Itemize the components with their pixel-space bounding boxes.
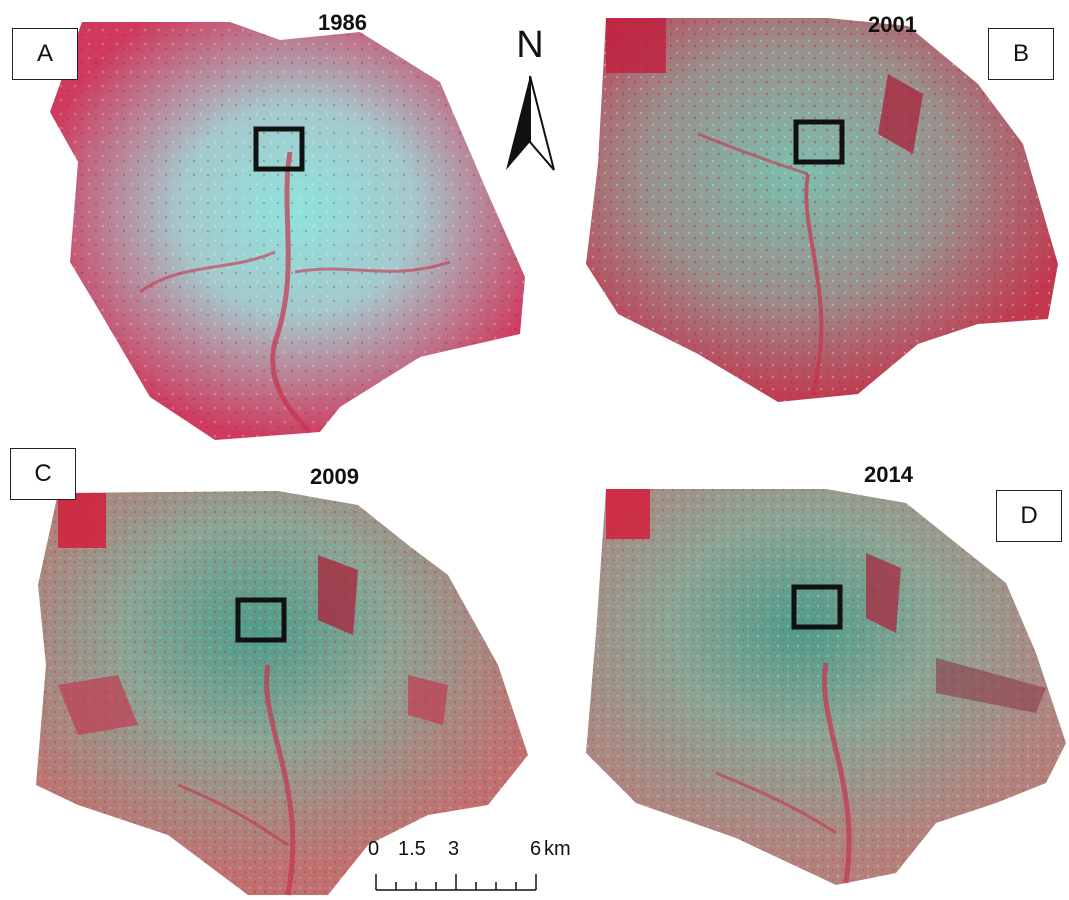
map-panel-a xyxy=(30,12,540,442)
panel-label-c: C xyxy=(10,448,76,500)
scale-unit: km xyxy=(544,838,571,860)
panel-label-b: B xyxy=(988,28,1054,80)
satellite-image-2009 xyxy=(36,491,528,896)
north-arrow-label: N xyxy=(516,24,544,66)
scale-label-6: 6 xyxy=(530,838,542,860)
north-arrow-icon xyxy=(506,75,555,171)
scale-bar-ruler xyxy=(375,874,537,891)
map-panel-d xyxy=(576,483,1066,888)
scale-label-0: 0 xyxy=(368,838,380,860)
study-area-box xyxy=(793,119,845,165)
satellite-image-2001 xyxy=(586,18,1058,402)
panel-label-d: D xyxy=(996,490,1062,542)
panel-year-a: 1986 xyxy=(318,10,367,35)
north-arrow: N xyxy=(498,24,562,174)
scale-label-1-5: 1.5 xyxy=(398,838,426,860)
study-area-box xyxy=(791,584,843,630)
satellite-image-2014 xyxy=(586,489,1066,885)
panel-year-b: 2001 xyxy=(868,12,917,37)
study-area-box xyxy=(253,126,305,172)
map-panel-c xyxy=(28,485,538,900)
panel-year-d: 2014 xyxy=(864,462,913,487)
panel-label-a: A xyxy=(12,28,78,80)
scale-label-3: 3 xyxy=(448,838,460,860)
panel-year-c: 2009 xyxy=(310,464,359,489)
study-area-box xyxy=(235,597,287,643)
satellite-image-1986 xyxy=(50,22,525,440)
scale-bar: 0 1.5 3 6 km xyxy=(360,838,590,898)
map-panel-b xyxy=(578,14,1068,404)
